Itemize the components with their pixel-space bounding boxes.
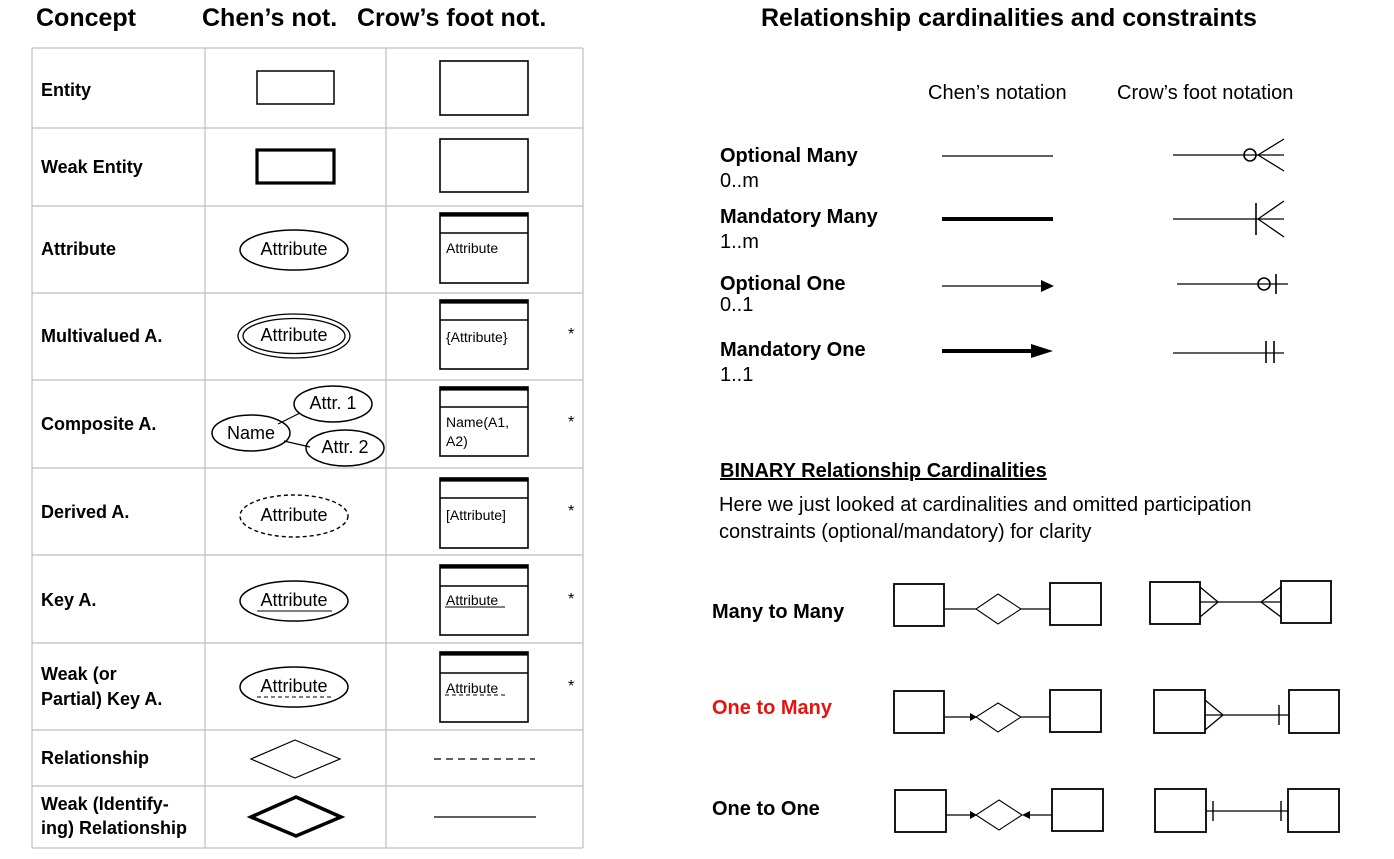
row-label-relationship: Relationship <box>41 748 150 768</box>
one-to-one-arrowhead-right <box>1022 811 1030 819</box>
crow-attribute-text: Attribute <box>446 240 499 256</box>
one-to-one-arrowhead-left <box>970 811 977 819</box>
binary-row-one-to-many: One to Many <box>712 697 833 719</box>
row-label-key: Key A. <box>41 590 97 610</box>
row-label-weak-relationship-1: Weak (Identify- <box>41 794 169 814</box>
chen-notation-column-label: Chen’s notation <box>928 82 1067 104</box>
chen-derived-text: Attribute <box>260 505 328 525</box>
header-crow: Crow’s foot not. <box>357 4 547 32</box>
chen-multivalued-outer <box>237 313 351 359</box>
crow-composite-text-2: A2) <box>446 433 468 449</box>
star-derived: * <box>568 503 575 520</box>
cardinality-symbols <box>942 138 1288 363</box>
binary-row-many-to-many: Many to Many <box>712 601 845 623</box>
chen-composite-attr2-text: Attr. 2 <box>321 437 369 457</box>
cardinality-name-optional-many: Optional Many <box>720 145 858 167</box>
crow-key-text: Attribute <box>446 592 499 608</box>
crow-composite-text-1: Name(A1, <box>446 414 510 430</box>
row-label-weak-key-2: Partial) Key A. <box>41 689 163 709</box>
star-multivalued: * <box>568 326 575 343</box>
cardinality-range-optional-many: 0..m <box>720 170 759 192</box>
crow-weak-key-text: Attribute <box>446 680 499 696</box>
chen-key-ellipse <box>239 580 349 622</box>
crow-multivalued-rect <box>439 299 529 370</box>
row-label-multivalued: Multivalued A. <box>41 326 163 346</box>
cardinality-name-mandatory-one: Mandatory One <box>720 339 866 361</box>
chen-composite-name <box>211 414 291 452</box>
header-concept: Concept <box>36 4 136 32</box>
crow-composite-rect <box>439 386 529 457</box>
chen-multivalued-inner <box>242 317 346 355</box>
crow-entity-rect <box>439 60 529 116</box>
row-label-weak-relationship-2: ing) Relationship <box>41 818 187 838</box>
crow-derived-text: [Attribute] <box>446 507 506 523</box>
crow-weak-key-rect <box>439 651 529 723</box>
chen-multivalued-text: Attribute <box>260 325 328 345</box>
one-to-many-arrowhead <box>970 713 977 721</box>
chen-composite-name-text: Name <box>226 423 275 443</box>
crow-attribute-rect <box>439 212 529 284</box>
chen-composite-attr1-text: Attr. 1 <box>309 393 357 413</box>
star-key: * <box>568 591 575 608</box>
chen-mandatory-one-arrowhead <box>1031 344 1053 358</box>
notation-table-grid <box>31 47 584 849</box>
row-label-weak-key-1: Weak (or <box>41 664 117 684</box>
cardinality-range-mandatory-many: 1..m <box>720 231 759 253</box>
binary-row-one-to-one: One to One <box>712 798 820 820</box>
row-label-attribute: Attribute <box>41 239 116 259</box>
chen-attribute-text: Attribute <box>260 239 328 259</box>
header-right-title: Relationship cardinalities and constrain… <box>761 4 1257 32</box>
cardinality-name-mandatory-many: Mandatory Many <box>720 206 878 228</box>
crow-weak-entity-rect <box>439 138 529 193</box>
star-weak-key: * <box>568 678 575 695</box>
cardinality-name-optional-one: Optional One <box>720 273 846 295</box>
chen-weak-entity-rect <box>255 148 336 185</box>
chen-weak-relationship-diamond <box>246 795 346 838</box>
crow-derived-rect <box>439 477 529 549</box>
row-label-weak-entity: Weak Entity <box>41 157 143 177</box>
binary-relationship-diagrams <box>893 580 1340 833</box>
row-label-composite: Composite A. <box>41 414 157 434</box>
chen-notation-shapes <box>211 70 385 838</box>
chen-derived-ellipse <box>239 494 349 538</box>
crow-multivalued-text: {Attribute} <box>446 329 508 345</box>
chen-relationship-diamond <box>249 739 342 779</box>
binary-desc-line1: Here we just looked at cardinalities and… <box>719 494 1252 516</box>
star-composite: * <box>568 414 575 431</box>
row-label-entity: Entity <box>41 80 92 100</box>
cardinality-range-mandatory-one: 1..1 <box>720 364 754 386</box>
chen-key-text: Attribute <box>260 590 328 610</box>
chen-composite-attr2 <box>305 429 385 467</box>
binary-desc-line2: constraints (optional/mandatory) for cla… <box>719 521 1092 543</box>
header-chen: Chen’s not. <box>202 4 338 32</box>
cardinality-range-optional-one: 0..1 <box>720 294 754 316</box>
row-label-derived: Derived A. <box>41 502 130 522</box>
chen-attribute-ellipse <box>239 229 349 271</box>
chen-entity-rect <box>256 70 335 105</box>
chen-optional-one-arrowhead <box>1041 280 1054 292</box>
chen-composite-attr1 <box>293 385 373 423</box>
crow-notation-column-label: Crow’s foot notation <box>1117 82 1294 104</box>
crow-notation-shapes <box>434 60 536 818</box>
chen-weak-key-ellipse <box>239 666 349 708</box>
crow-key-rect <box>439 564 529 636</box>
chen-weak-key-text: Attribute <box>260 676 328 696</box>
binary-section-title: BINARY Relationship Cardinalities <box>720 460 1047 482</box>
